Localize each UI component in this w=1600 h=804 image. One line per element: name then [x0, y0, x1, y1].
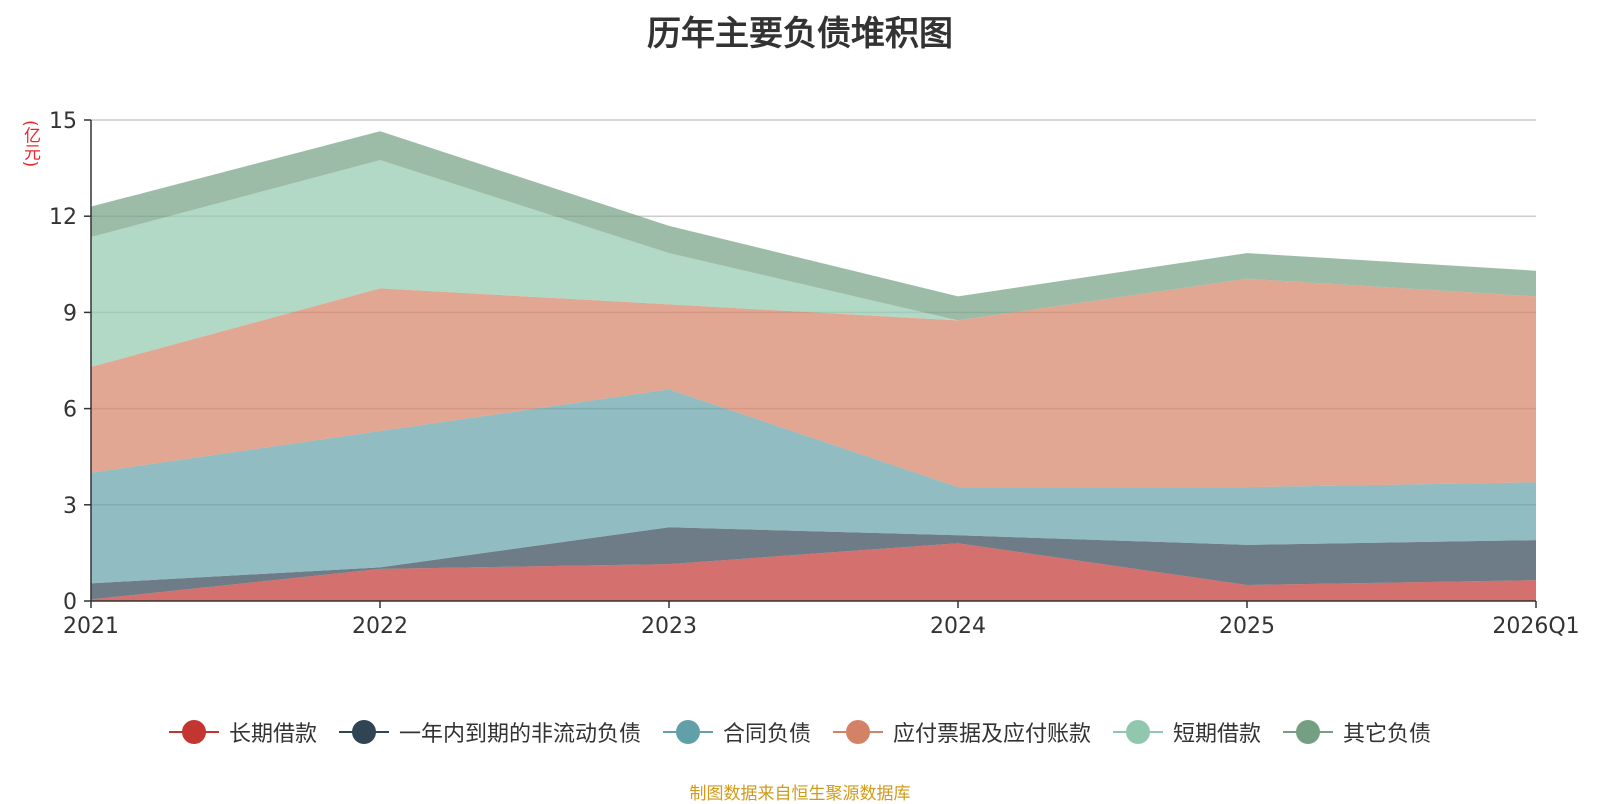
legend-label: 长期借款 — [228, 722, 317, 747]
stacked-areas — [91, 131, 1536, 601]
legend-label: 其它负债 — [1343, 722, 1432, 747]
area-series-1 — [91, 543, 1536, 601]
area-series-3 — [91, 389, 1536, 584]
area-series-5 — [91, 160, 1536, 367]
area-series-6 — [91, 131, 1536, 321]
source-note: 制图数据来自恒生聚源数据库 — [689, 784, 911, 804]
x-tick-label: 2022 — [352, 614, 408, 639]
legend-label: 一年内到期的非流动负债 — [398, 722, 641, 747]
legend-item-5[interactable]: 短期借款 — [1113, 716, 1261, 748]
x-tick-label: 2023 — [641, 614, 697, 639]
x-tick-label: 2021 — [63, 614, 119, 639]
legend-item-3[interactable]: 合同负债 — [662, 716, 811, 748]
x-tick-label: 2025 — [1219, 614, 1275, 639]
legend-label: 应付票据及应付账款 — [893, 722, 1092, 747]
legend-label: 短期借款 — [1173, 722, 1262, 747]
x-tick-label: 2024 — [930, 614, 986, 639]
legend-marker — [1283, 720, 1334, 744]
legend-marker — [338, 720, 389, 744]
area-series-2 — [91, 527, 1536, 600]
axes: 0 3 6 9 12 15 2021 2022 2023 2024 2025 2026Q1 — [49, 109, 1580, 639]
y-tick-label: 15 — [49, 109, 77, 134]
y-tick-label: 12 — [49, 205, 77, 230]
legend-marker — [168, 720, 219, 744]
chart-title: 历年主要负债堆积图 — [647, 14, 953, 54]
legend-marker — [662, 720, 713, 744]
chart-legend: 长期借款 一年内到期的非流动负债 合同负债 应付票据及应付账款 短期借款 其它负债 — [0, 716, 1600, 748]
legend-item-2[interactable]: 一年内到期的非流动负债 — [338, 716, 641, 748]
area-series-4 — [91, 278, 1536, 488]
legend-marker — [1113, 720, 1164, 744]
y-tick-label: 6 — [63, 398, 77, 423]
y-tick-label: 9 — [63, 301, 77, 326]
x-tick-label: 2026Q1 — [1492, 614, 1579, 639]
y-axis-unit-label: (亿元) — [20, 120, 40, 168]
legend-marker — [833, 720, 883, 744]
legend-item-4[interactable]: 应付票据及应付账款 — [833, 716, 1091, 748]
y-tick-label: 3 — [63, 494, 77, 519]
legend-item-1[interactable]: 长期借款 — [168, 716, 317, 748]
legend-item-6[interactable]: 其它负债 — [1283, 716, 1431, 748]
legend-label: 合同负债 — [722, 722, 811, 747]
y-tick-label: 0 — [63, 590, 77, 615]
